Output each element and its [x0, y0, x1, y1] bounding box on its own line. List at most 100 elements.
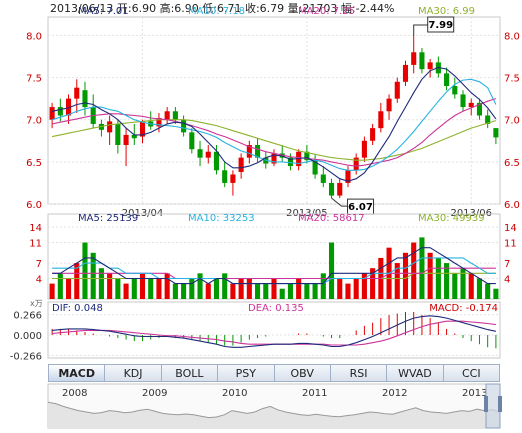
volume-bar[interactable] — [107, 273, 113, 299]
candle-body[interactable] — [213, 151, 220, 171]
volume-bar[interactable] — [337, 278, 343, 299]
volume-bar[interactable] — [65, 278, 72, 299]
volume-bar[interactable] — [181, 283, 187, 299]
candle-body[interactable] — [345, 170, 351, 183]
volume-bar[interactable] — [205, 283, 211, 299]
volume-bar[interactable] — [419, 237, 425, 299]
candle-body[interactable] — [353, 157, 359, 171]
navigator-panel[interactable]: 2008 2009 2010 2011 2012 2013 — [47, 383, 502, 429]
volume-bar[interactable] — [246, 278, 252, 299]
volume-bar[interactable] — [271, 278, 277, 299]
volume-bar[interactable] — [485, 283, 491, 299]
volume-bar[interactable] — [476, 278, 483, 299]
candle-body[interactable] — [419, 52, 425, 70]
volume-bar[interactable] — [444, 263, 450, 299]
candle-body[interactable] — [181, 119, 187, 133]
volume-bar[interactable] — [139, 273, 146, 299]
volume-bar[interactable] — [394, 263, 400, 299]
volume-bar[interactable] — [328, 242, 335, 299]
volume-bar[interactable] — [312, 283, 318, 299]
candle-body[interactable] — [328, 182, 335, 196]
tab-obv[interactable]: OBV — [274, 364, 331, 382]
tab-cci[interactable]: CCI — [443, 364, 500, 382]
candle-body[interactable] — [205, 151, 211, 158]
candle-body[interactable] — [131, 134, 137, 139]
candle-body[interactable] — [82, 90, 88, 108]
candle-body[interactable] — [271, 153, 277, 164]
candle-body[interactable] — [123, 134, 129, 145]
candle-body[interactable] — [139, 121, 146, 137]
candle-body[interactable] — [370, 128, 376, 141]
volume-bar[interactable] — [49, 283, 55, 299]
candle-body[interactable] — [156, 118, 162, 127]
candle-body[interactable] — [164, 111, 170, 120]
volume-bar[interactable] — [287, 283, 293, 299]
volume-bar[interactable] — [115, 278, 121, 299]
candle-body[interactable] — [172, 111, 178, 120]
volume-bar[interactable] — [148, 278, 154, 299]
candle-body[interactable] — [320, 174, 326, 183]
volume-bar[interactable] — [164, 273, 170, 299]
candle-body[interactable] — [361, 140, 367, 158]
candle-body[interactable] — [57, 107, 63, 116]
candle-body[interactable] — [378, 111, 384, 129]
volume-bar[interactable] — [263, 283, 269, 299]
navigator-selection[interactable] — [485, 383, 501, 429]
candle-body[interactable] — [238, 157, 244, 172]
navigator-handle-right[interactable] — [498, 396, 502, 412]
candle-body[interactable] — [452, 86, 458, 95]
volume-bar[interactable] — [493, 288, 499, 299]
candle-body[interactable] — [402, 64, 409, 82]
candle-body[interactable] — [386, 98, 392, 112]
candle-body[interactable] — [197, 149, 203, 158]
volume-bar[interactable] — [82, 242, 88, 299]
candle-body[interactable] — [312, 160, 318, 175]
volume-bar[interactable] — [255, 283, 261, 299]
candle-body[interactable] — [394, 81, 400, 99]
candle-body[interactable] — [49, 107, 55, 120]
candle-body[interactable] — [337, 182, 343, 196]
navigator-handle-left[interactable] — [484, 396, 488, 412]
candle-body[interactable] — [476, 102, 483, 116]
volume-bar[interactable] — [189, 278, 195, 299]
tab-boll[interactable]: BOLL — [161, 364, 219, 382]
volume-bar[interactable] — [156, 278, 162, 299]
candle-body[interactable] — [255, 145, 261, 158]
volume-bar[interactable] — [213, 278, 220, 299]
macd-panel[interactable]: 0.266 0.000 -0.266 DIF: 0.048 DEA: 0.135 MACD… — [10, 301, 501, 362]
candle-body[interactable] — [444, 73, 450, 86]
volume-bar[interactable] — [172, 283, 178, 299]
volume-bar[interactable] — [411, 242, 417, 299]
volume-bar[interactable] — [345, 283, 351, 299]
candle-body[interactable] — [468, 102, 474, 108]
candle-body[interactable] — [74, 87, 80, 99]
volume-bar[interactable] — [435, 257, 441, 299]
candle-body[interactable] — [485, 115, 491, 124]
volume-bar[interactable] — [131, 278, 137, 299]
candle-body[interactable] — [65, 98, 72, 116]
volume-bar[interactable] — [353, 278, 359, 299]
candle-body[interactable] — [411, 52, 417, 65]
volume-bar[interactable] — [468, 273, 474, 299]
candle-body[interactable] — [107, 121, 113, 133]
volume-bar[interactable] — [123, 283, 129, 299]
volume-bar[interactable] — [74, 263, 80, 299]
volume-bar[interactable] — [90, 252, 96, 299]
volume-bar[interactable] — [402, 252, 409, 299]
volume-bar[interactable] — [427, 252, 433, 299]
volume-bar[interactable] — [98, 268, 104, 299]
candle-body[interactable] — [189, 132, 195, 150]
tab-rsi[interactable]: RSI — [330, 364, 388, 382]
volume-bar[interactable] — [57, 273, 63, 299]
tab-kdj[interactable]: KDJ — [105, 364, 162, 382]
volume-bar[interactable] — [238, 278, 244, 299]
volume-bar[interactable] — [279, 288, 285, 299]
tab-wvad[interactable]: WVAD — [387, 364, 444, 382]
candle-body[interactable] — [230, 174, 236, 183]
volume-panel[interactable]: 14 14 11 11 7 7 4 4 x万 MA5: 25139 MA10: 33253 MA20:… — [29, 213, 516, 308]
volume-bar[interactable] — [197, 273, 203, 299]
candle-body[interactable] — [246, 145, 252, 158]
tab-macd[interactable]: MACD — [48, 364, 106, 382]
candle-body[interactable] — [287, 157, 293, 167]
